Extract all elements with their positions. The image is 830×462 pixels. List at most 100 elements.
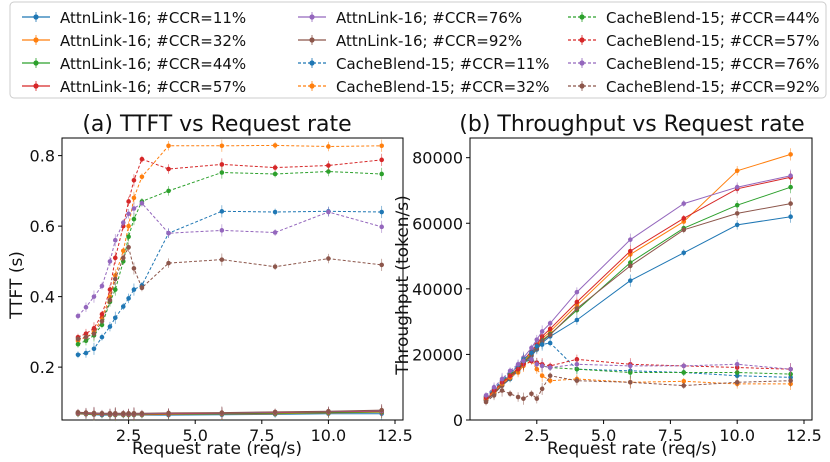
- data-point: [534, 366, 540, 372]
- data-point: [272, 171, 278, 177]
- data-point: [120, 220, 126, 225]
- data-point: [120, 304, 126, 309]
- series: [75, 199, 384, 320]
- series-line: [485, 176, 791, 400]
- data-point: [547, 320, 553, 326]
- data-point: [99, 334, 105, 340]
- data-point: [166, 143, 171, 149]
- data-point: [326, 408, 331, 414]
- legend-label: AttnLink-16; #CCR=92%: [336, 32, 522, 50]
- data-point: [131, 206, 137, 211]
- data-point: [734, 379, 740, 385]
- data-point: [107, 324, 113, 329]
- series-line: [485, 358, 791, 399]
- data-point: [681, 370, 687, 375]
- legend-label: CacheBlend-15; #CCR=92%: [606, 78, 820, 96]
- legend-label: AttnLink-16; #CCR=76%: [336, 9, 522, 27]
- data-point: [515, 366, 521, 372]
- data-point: [126, 211, 131, 217]
- data-point: [326, 169, 331, 174]
- plot-frame: [61, 137, 404, 421]
- data-point: [681, 227, 687, 233]
- data-point: [112, 411, 118, 416]
- data-point: [126, 411, 131, 416]
- data-point: [120, 255, 126, 261]
- legend-item: AttnLink-16; #CCR=44%: [22, 55, 246, 73]
- data-point: [628, 248, 633, 254]
- legend-item: CacheBlend-15; #CCR=32%: [298, 78, 550, 96]
- data-point: [574, 361, 580, 367]
- y-tick-label: 40000: [412, 280, 463, 299]
- left-y-axis-label: TTFT (s): [7, 251, 27, 320]
- data-point: [126, 296, 131, 301]
- data-point: [681, 363, 687, 369]
- data-point: [788, 214, 793, 219]
- data-point: [483, 393, 489, 398]
- data-point: [507, 391, 513, 397]
- data-point: [272, 143, 278, 148]
- data-point: [126, 234, 131, 239]
- data-point: [166, 230, 171, 236]
- data-point: [788, 378, 793, 383]
- data-point: [91, 331, 97, 336]
- data-point: [734, 361, 740, 367]
- data-point: [507, 368, 513, 374]
- data-point: [734, 202, 740, 208]
- data-point: [529, 350, 534, 356]
- legend-item: CacheBlend-15; #CCR=76%: [568, 55, 820, 73]
- data-point: [539, 329, 545, 334]
- data-point: [547, 373, 553, 379]
- data-point: [272, 264, 278, 269]
- legend-label: AttnLink-16; #CCR=32%: [60, 32, 246, 50]
- data-point: [534, 361, 540, 367]
- data-point: [120, 411, 126, 416]
- data-point: [75, 409, 81, 415]
- data-point: [547, 340, 553, 346]
- data-point: [515, 361, 521, 367]
- right-x-axis-label: Request rate (req/s): [547, 439, 717, 459]
- data-point: [379, 407, 384, 413]
- data-point: [272, 165, 278, 170]
- data-point: [574, 317, 580, 323]
- data-point: [166, 410, 171, 416]
- data-point: [83, 334, 89, 340]
- data-point: [529, 345, 534, 351]
- data-point: [219, 209, 225, 214]
- data-point: [75, 313, 81, 319]
- data-point: [126, 244, 131, 250]
- data-point: [120, 248, 126, 254]
- legend-item: CacheBlend-15; #CCR=11%: [298, 55, 550, 73]
- data-point: [112, 315, 118, 321]
- series-line: [77, 210, 382, 356]
- data-point: [574, 289, 580, 295]
- throughput-chart: 2.5 5.0 7.5 10.0 12.5 0 20000 40000 60000 80000: [412, 137, 822, 445]
- legend-item: AttnLink-16; #CCR=11%: [22, 9, 246, 27]
- data-point: [534, 343, 540, 349]
- data-point: [547, 378, 553, 383]
- series-line: [485, 186, 791, 401]
- series-line: [485, 360, 791, 400]
- legend: AttnLink-16; #CCR=11% AttnLink-16; #CCR=3…: [9, 1, 827, 99]
- data-point: [75, 341, 81, 347]
- x-tick-label: 2.5: [524, 426, 549, 445]
- data-point: [491, 393, 497, 398]
- data-point: [326, 144, 331, 149]
- data-point: [379, 171, 384, 177]
- data-point: [734, 370, 740, 375]
- data-point: [131, 411, 137, 416]
- data-point: [83, 350, 89, 356]
- data-point: [379, 209, 384, 215]
- legend-item: AttnLink-16; #CCR=76%: [298, 9, 522, 27]
- data-point: [219, 228, 225, 233]
- series: [75, 153, 384, 341]
- legend-label: AttnLink-16; #CCR=44%: [60, 55, 246, 73]
- data-point: [681, 216, 687, 221]
- legend-item: AttnLink-16; #CCR=32%: [22, 32, 246, 50]
- data-point: [515, 394, 521, 400]
- series-line: [485, 375, 791, 403]
- data-point: [272, 409, 278, 415]
- x-tick-label: 10.0: [719, 426, 755, 445]
- data-point: [547, 365, 553, 370]
- data-point: [734, 184, 740, 190]
- right-chart-title: (b) Throughput vs Request rate: [459, 112, 804, 137]
